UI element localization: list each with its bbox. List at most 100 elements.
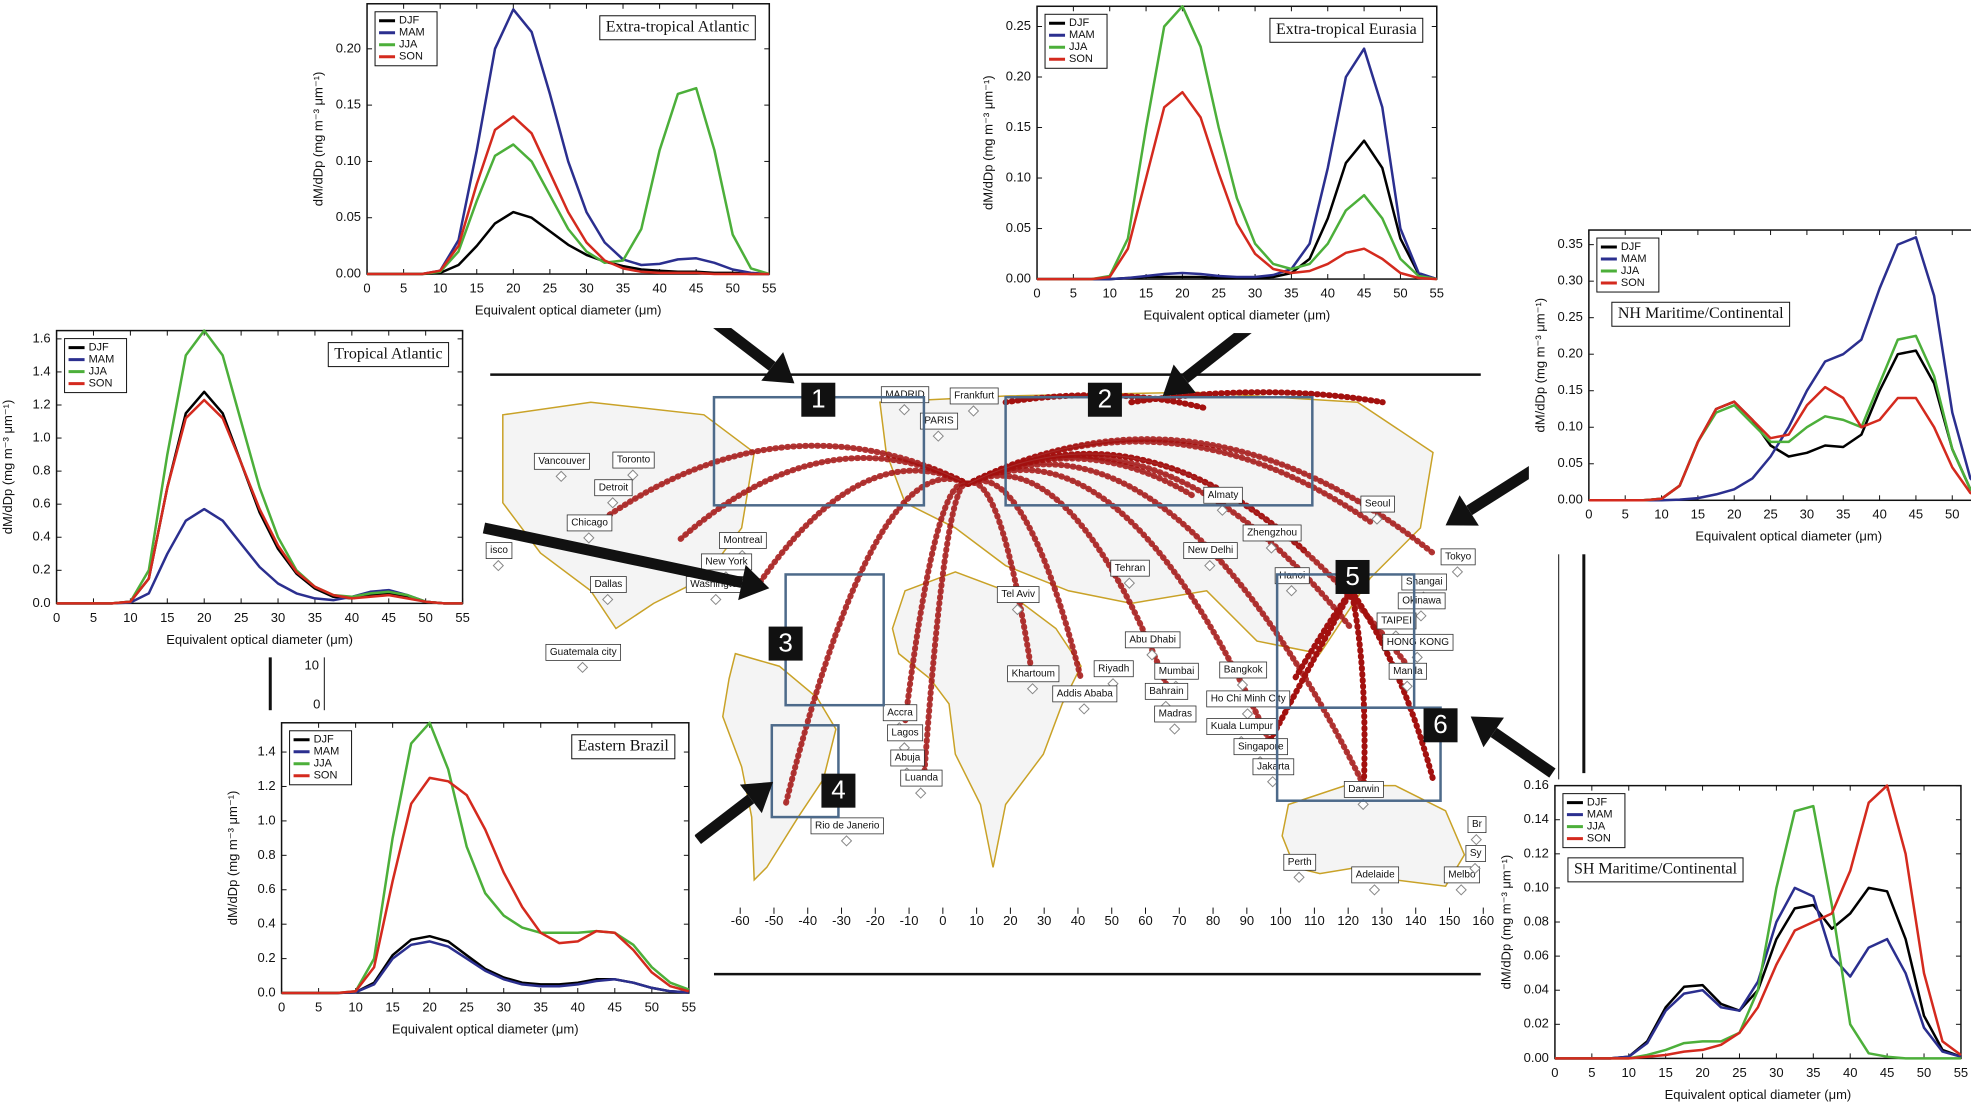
arrow-shaft (694, 794, 755, 845)
city-marker (1451, 566, 1464, 578)
region-number: 6 (1433, 709, 1447, 739)
city-marker (1026, 683, 1039, 695)
city-label: Lagos (891, 727, 918, 738)
city-label: New York (705, 557, 748, 568)
y-tick-label: 0.15 (1006, 119, 1031, 134)
y-tick-label: 0.00 (1558, 492, 1583, 507)
y-axis-label: dM/dDp (mg m⁻³ μm⁻¹) (310, 72, 325, 207)
x-tick-label: 50 (1917, 1065, 1931, 1080)
city-label: Frankfurt (954, 391, 994, 402)
region-number-box (821, 773, 856, 808)
city-label-box (1110, 559, 1150, 577)
x-tick-label: 45 (382, 610, 396, 625)
x-tick-label: 55 (1430, 285, 1444, 300)
legend-label: MAM (1069, 29, 1095, 41)
city-label: HONG KONG (1387, 637, 1449, 648)
x-tick-label: 55 (762, 280, 776, 295)
x-tick-label: 15 (385, 999, 399, 1014)
legend-label: SON (314, 770, 338, 782)
map-x-tick-label: 150 (1439, 913, 1461, 928)
y-tick-label: 0.10 (1524, 879, 1549, 894)
city-label: Singapore (1238, 741, 1284, 752)
city-marker (1123, 577, 1136, 589)
city-label: Perth (1288, 857, 1312, 868)
x-tick-label: 20 (506, 280, 520, 295)
plot-frame (1588, 229, 1971, 502)
series-group (56, 329, 463, 605)
y-tick-label: 0.04 (1524, 982, 1549, 997)
x-tick-label: 25 (1211, 285, 1225, 300)
x-tick-label: 0 (278, 999, 285, 1014)
city-label-box (566, 514, 613, 532)
city-label-box (1274, 567, 1310, 585)
x-tick-label: 5 (1622, 507, 1629, 522)
series-line (367, 115, 770, 276)
region-number-box (768, 626, 803, 661)
region-number-box (801, 382, 836, 417)
city-marker (1168, 723, 1181, 735)
map-x-tick-label: 80 (1206, 913, 1220, 928)
x-tick-label: 25 (459, 999, 473, 1014)
chart-title: Eastern Brazil (578, 737, 670, 754)
city-label: Br (1472, 819, 1483, 830)
city-label-box (1443, 866, 1480, 884)
x-tick-label: 10 (1102, 285, 1116, 300)
city-marker (898, 404, 911, 416)
series-line (1037, 47, 1438, 281)
city-label: New Delhi (1188, 545, 1234, 556)
fragment-label: 10 (305, 658, 319, 673)
region-box (1275, 706, 1442, 802)
city-marker (1285, 585, 1298, 597)
y-axis-label: dM/dDp (mg m⁻³ μm⁻¹) (0, 400, 15, 535)
legend-label: MAM (89, 354, 115, 366)
city-marker (1293, 871, 1305, 883)
city-label: Abu Dhabi (1129, 634, 1176, 645)
y-tick-label: 0.08 (1524, 913, 1549, 928)
city-label-box (1007, 665, 1060, 683)
y-tick-label: 0.06 (1524, 948, 1549, 963)
city-marker (1266, 776, 1279, 788)
x-tick-label: 40 (652, 280, 666, 295)
city-label-box (1382, 633, 1454, 651)
x-tick-label: 35 (1836, 507, 1850, 522)
city-label: Dallas (594, 579, 622, 590)
city-label-box (890, 749, 925, 767)
city-label-box (1124, 631, 1181, 649)
legend-label: SON (1621, 277, 1645, 289)
city-label: Bangkok (1224, 665, 1264, 676)
y-tick-label: 0.10 (1006, 169, 1031, 184)
city-label-box (919, 412, 959, 430)
city-label: Khartoum (1012, 668, 1055, 679)
x-axis-label: Equivalent optical diameter (μm) (392, 1021, 579, 1036)
x-tick-label: 50 (418, 610, 432, 625)
legend-label: DJF (314, 734, 334, 746)
arrow-head (738, 564, 770, 601)
city-label-box (1154, 662, 1199, 680)
x-axis-label: Equivalent optical diameter (μm) (1665, 1087, 1852, 1102)
x-tick-label: 35 (1284, 285, 1298, 300)
x-tick-label: 35 (616, 280, 630, 295)
city-marker (602, 593, 614, 606)
map-x-tick-label: 50 (1104, 913, 1118, 928)
city-marker (1078, 703, 1090, 715)
legend-label: MAM (314, 746, 340, 758)
city-label-box (882, 704, 918, 722)
x-axis-label: Equivalent optical diameter (μm) (1695, 529, 1882, 544)
legend-label: SON (1069, 53, 1093, 65)
map-x-tick-label: 10 (969, 913, 983, 928)
y-tick-label: 1.0 (32, 429, 50, 444)
city-marker (967, 405, 980, 417)
map-x-tick-label: 120 (1337, 913, 1359, 928)
y-axis-label: dM/dDp (mg m⁻³ μm⁻¹) (1498, 855, 1513, 990)
map-x-tick-label: 30 (1037, 913, 1051, 928)
arrow-head (1470, 716, 1504, 748)
x-tick-label: 15 (1691, 507, 1705, 522)
city-label: isco (490, 545, 508, 556)
x-tick-label: 30 (1769, 1065, 1783, 1080)
chart-title: NH Maritime/Continental (1618, 305, 1784, 322)
x-axis-label: Equivalent optical diameter (μm) (475, 302, 662, 317)
x-tick-label: 15 (1658, 1065, 1672, 1080)
x-tick-label: 40 (571, 999, 585, 1014)
x-tick-label: 10 (1622, 1065, 1636, 1080)
title-box (1567, 857, 1744, 883)
